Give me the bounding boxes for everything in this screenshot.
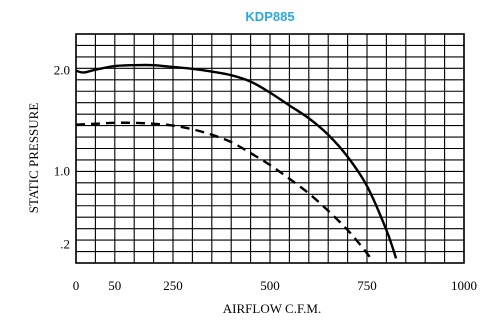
x-tick-label: 500 <box>260 278 280 293</box>
chart-title: KDP885 <box>245 9 294 24</box>
y-axis-label: STATIC PRESSURE <box>26 103 41 214</box>
y-tick-labels: 2.0 1.0 .2 <box>54 63 70 252</box>
plot-frame <box>75 33 465 264</box>
y-tick-label: .2 <box>60 237 70 252</box>
series-line-dashed <box>75 121 374 262</box>
y-tick-label: 1.0 <box>54 163 70 178</box>
x-tick-label: 1000 <box>451 278 477 293</box>
grid <box>75 33 465 264</box>
x-tick-labels: 0 50 250 500 750 1000 <box>73 278 477 293</box>
x-tick-label: 0 <box>73 278 80 293</box>
y-tick-label: 2.0 <box>54 63 70 78</box>
x-axis-label: AIRFLOW C.F.M. <box>223 301 321 316</box>
x-tick-label: 250 <box>163 278 183 293</box>
x-tick-label: 750 <box>357 278 377 293</box>
series-line-solid <box>75 63 398 259</box>
series-layer <box>75 63 398 262</box>
x-tick-label: 50 <box>108 278 121 293</box>
